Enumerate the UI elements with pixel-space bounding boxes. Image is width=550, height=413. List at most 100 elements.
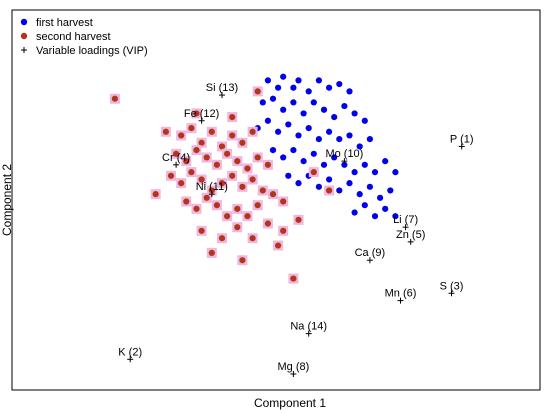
data-point-series-1-4 xyxy=(198,139,205,146)
data-point-series-1-31 xyxy=(193,205,200,212)
data-point-series-0-19 xyxy=(351,110,358,117)
loading-label-13: Mg (8) xyxy=(278,361,310,373)
data-point-series-0-47 xyxy=(295,180,302,187)
data-point-series-1-11 xyxy=(183,158,190,165)
loading-marker-7 xyxy=(407,238,414,245)
data-point-series-1-48 xyxy=(239,257,246,264)
data-point-series-1-20 xyxy=(167,172,175,179)
legend-label-0: first harvest xyxy=(36,17,93,29)
data-point-series-1-24 xyxy=(208,187,215,194)
data-point-series-1-12 xyxy=(193,147,200,154)
data-point-series-1-0 xyxy=(111,95,118,102)
data-point-series-1-41 xyxy=(218,235,226,242)
data-point-series-0-2 xyxy=(280,73,287,80)
data-point-series-0-3 xyxy=(290,84,297,91)
data-point-series-0-44 xyxy=(382,158,389,165)
data-point-series-0-30 xyxy=(346,132,353,139)
loading-label-8: Ca (9) xyxy=(355,247,386,259)
loading-marker-1 xyxy=(198,117,205,124)
data-point-series-0-40 xyxy=(341,161,348,168)
data-point-series-1-26 xyxy=(229,172,236,179)
data-point-series-1-8 xyxy=(239,139,246,146)
y-axis-label: Component 2 xyxy=(0,164,14,236)
data-point-series-1-29 xyxy=(259,187,266,194)
data-point-series-1-34 xyxy=(224,213,231,220)
data-point-series-0-13 xyxy=(290,99,297,106)
data-point-series-0-27 xyxy=(315,136,322,143)
data-point-series-1-45 xyxy=(280,227,287,234)
data-point-series-0-39 xyxy=(331,154,338,161)
data-point-series-1-42 xyxy=(234,224,241,231)
data-point-series-1-1 xyxy=(162,128,169,135)
data-point-series-0-22 xyxy=(264,117,271,124)
data-point-series-0-37 xyxy=(310,150,317,157)
data-point-series-0-32 xyxy=(366,136,373,143)
data-point-series-0-23 xyxy=(275,128,282,135)
data-point-series-0-31 xyxy=(356,143,363,150)
loading-marker-5 xyxy=(458,143,465,150)
loading-label-9: Mn (6) xyxy=(385,288,417,300)
loading-marker-8 xyxy=(366,257,373,264)
loading-label-10: S (3) xyxy=(440,280,464,292)
data-point-series-1-38 xyxy=(269,191,277,198)
data-point-series-0-56 xyxy=(387,187,394,194)
data-point-series-0-14 xyxy=(300,110,307,117)
data-point-series-0-52 xyxy=(346,180,353,187)
loading-marker-3 xyxy=(208,191,215,198)
data-point-series-1-50 xyxy=(310,169,317,176)
data-point-series-0-36 xyxy=(300,158,307,165)
data-point-series-0-28 xyxy=(326,128,333,135)
data-point-series-0-57 xyxy=(351,209,358,216)
data-point-series-1-46 xyxy=(295,216,302,223)
legend-label-1: second harvest xyxy=(36,31,111,43)
data-point-series-0-5 xyxy=(305,88,312,95)
data-point-series-1-13 xyxy=(203,154,210,161)
data-point-series-1-40 xyxy=(198,227,205,234)
data-point-series-0-53 xyxy=(356,191,363,198)
data-point-series-1-27 xyxy=(239,183,246,190)
data-point-series-1-15 xyxy=(224,150,231,157)
loading-marker-11 xyxy=(305,330,312,337)
data-point-series-0-35 xyxy=(290,147,297,154)
loading-label-3: Ni (11) xyxy=(196,181,228,193)
loading-label-0: Si (13) xyxy=(206,82,238,94)
data-point-series-0-25 xyxy=(295,132,302,139)
loading-marker-4 xyxy=(341,158,348,165)
data-point-series-0-29 xyxy=(336,136,343,143)
loading-label-12: K (2) xyxy=(118,346,142,358)
data-point-series-0-11 xyxy=(269,95,277,102)
data-point-series-1-37 xyxy=(254,202,261,209)
data-point-series-1-9 xyxy=(249,128,256,135)
legend-marker-0 xyxy=(20,18,28,26)
data-point-series-1-14 xyxy=(213,161,220,168)
data-point-series-0-34 xyxy=(280,154,287,161)
data-point-series-0-7 xyxy=(326,84,333,91)
data-point-series-0-33 xyxy=(269,147,277,154)
loading-label-7: Zn (5) xyxy=(396,229,425,241)
loading-label-11: Na (14) xyxy=(290,321,327,333)
data-point-series-1-33 xyxy=(213,202,220,209)
data-point-series-1-6 xyxy=(218,143,226,150)
data-point-series-1-2 xyxy=(178,132,185,139)
data-point-series-1-51 xyxy=(326,187,333,194)
data-point-series-1-36 xyxy=(244,213,251,220)
data-point-series-0-17 xyxy=(331,113,338,121)
loading-label-5: P (1) xyxy=(450,133,474,145)
data-point-series-0-16 xyxy=(320,106,328,113)
data-point-series-1-30 xyxy=(183,198,190,205)
data-point-series-0-20 xyxy=(361,117,368,124)
data-points xyxy=(109,73,399,284)
data-point-series-1-52 xyxy=(193,110,200,117)
data-point-series-0-42 xyxy=(361,161,368,168)
data-point-series-1-49 xyxy=(275,242,282,249)
legend-marker-1 xyxy=(20,32,28,40)
data-point-series-0-12 xyxy=(280,106,287,113)
data-point-series-0-1 xyxy=(275,84,282,91)
data-point-series-1-55 xyxy=(152,191,159,198)
data-point-series-0-4 xyxy=(295,77,302,84)
legend-label-2: Variable loadings (VIP) xyxy=(36,45,148,57)
data-point-series-0-45 xyxy=(392,169,399,176)
data-point-series-1-47 xyxy=(208,249,215,256)
data-point-series-0-55 xyxy=(377,194,384,201)
